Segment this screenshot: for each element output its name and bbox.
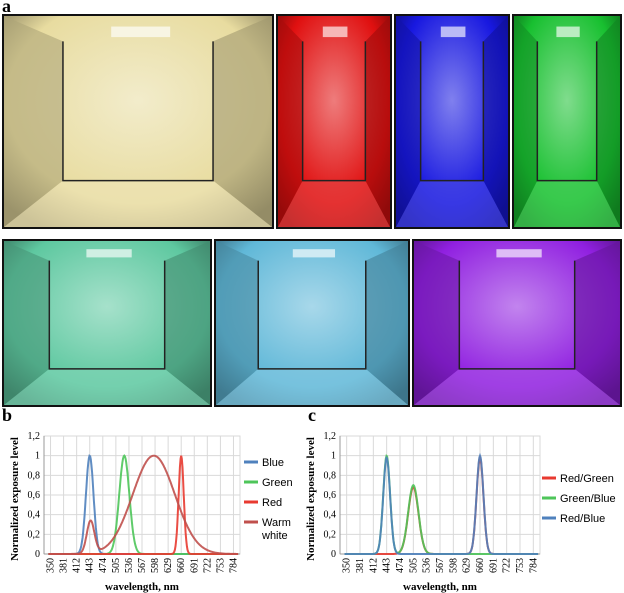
x-tick-label: 536 [124, 558, 135, 573]
x-tick-label: 443 [85, 558, 96, 573]
y-tick-label: 0,2 [324, 529, 337, 540]
y-tick-label: 0,2 [28, 529, 41, 540]
panel-label-b: b [2, 405, 13, 425]
x-tick-label: 474 [395, 558, 406, 573]
photo-red-chamber [276, 14, 392, 229]
y-tick-label: 0,4 [324, 510, 337, 521]
x-tick-label: 598 [448, 558, 459, 573]
y-axis-label: Normalized exposure level [9, 437, 21, 561]
photo-red-blue-chamber [412, 239, 622, 407]
x-tick-label: 753 [515, 558, 526, 573]
x-tick-label: 660 [475, 558, 486, 573]
y-tick-label: 0,6 [324, 490, 337, 501]
chart-c: 0 0,2 0,4 0,6 0,8 1 1,2 350 381 412 443 474 505 536 56… [305, 431, 616, 593]
x-tick-label: 722 [502, 558, 513, 573]
photo-green-blue-chamber [214, 239, 410, 407]
x-tick-label: 598 [150, 558, 161, 573]
legend-label: Warm [262, 517, 291, 529]
x-tick-label: 629 [462, 558, 473, 573]
y-tick-label: 1 [35, 451, 40, 462]
x-tick-label: 567 [137, 558, 148, 573]
x-tick-label: 350 [342, 558, 353, 573]
x-tick-label: 381 [355, 558, 366, 573]
x-tick-label: 412 [368, 558, 379, 573]
photo-blue-chamber [394, 14, 510, 229]
x-axis-label: wavelength, nm [403, 581, 477, 593]
x-tick-label: 784 [528, 558, 539, 573]
panel-label-c: c [308, 405, 316, 425]
y-tick-label: 0 [331, 549, 336, 560]
y-tick-label: 0,8 [28, 470, 41, 481]
series-line-warm-white [48, 454, 239, 555]
series-line-red-blue [344, 452, 539, 555]
y-tick-label: 1 [331, 451, 336, 462]
legend-label: Green [262, 477, 293, 489]
panel-label-a: a [2, 0, 11, 16]
x-tick-label: 660 [176, 558, 187, 573]
legend-label: Blue [262, 457, 284, 469]
x-tick-label: 474 [98, 558, 109, 573]
x-tick-label: 412 [72, 558, 83, 573]
legend-label: white [261, 530, 288, 542]
chart-b: 0 0,2 0,4 0,6 0,8 1 1,2 350 381 412 443 474 505 536 56… [9, 431, 293, 593]
x-tick-label: 505 [408, 558, 419, 573]
legend-label: Green/Blue [560, 493, 616, 505]
x-tick-label: 691 [189, 558, 200, 573]
photo-red-green-chamber [2, 239, 212, 407]
x-tick-label: 536 [422, 558, 433, 573]
y-tick-label: 0 [35, 549, 40, 560]
legend-label: Red [262, 497, 282, 509]
x-tick-label: 381 [59, 558, 70, 573]
y-tick-label: 0,8 [324, 470, 337, 481]
y-tick-label: 1,2 [324, 431, 337, 442]
y-tick-label: 0,4 [28, 510, 41, 521]
y-axis-label: Normalized exposure level [305, 437, 317, 561]
x-tick-label: 629 [163, 558, 174, 573]
x-tick-label: 567 [435, 558, 446, 573]
photo-green-chamber [512, 14, 622, 229]
x-tick-label: 505 [111, 558, 122, 573]
y-tick-label: 0,6 [28, 490, 41, 501]
x-tick-label: 753 [215, 558, 226, 573]
photo-warm-white-chamber [2, 14, 274, 229]
x-tick-label: 691 [488, 558, 499, 573]
x-tick-label: 443 [382, 558, 393, 573]
x-tick-label: 350 [46, 558, 57, 573]
legend-label: Red/Green [560, 473, 614, 485]
y-tick-label: 1,2 [28, 431, 41, 442]
x-tick-label: 722 [202, 558, 213, 573]
x-axis-label: wavelength, nm [105, 581, 179, 593]
x-tick-label: 784 [228, 558, 239, 573]
legend-label: Red/Blue [560, 513, 605, 525]
